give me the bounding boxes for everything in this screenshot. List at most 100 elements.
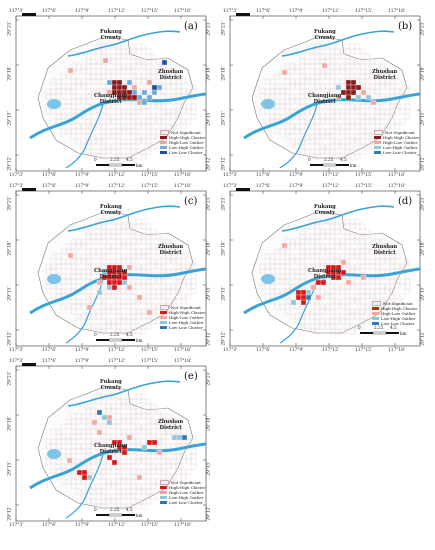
north-arrow-bar: [236, 13, 250, 16]
place-label-line: Fukang: [314, 29, 336, 35]
lat-tick-label: 29°18': [206, 66, 212, 81]
river-north: [281, 30, 395, 57]
low-high-cell: [126, 79, 133, 86]
high-high-cell: [76, 469, 83, 476]
legend-label: High-Low Outlier: [381, 311, 416, 316]
place-label-line: District: [99, 273, 122, 280]
lon-tick-label: 117°12': [322, 348, 339, 353]
lon-tick-label: 117°3': [9, 173, 24, 178]
legend-item: High-High Cluster: [160, 135, 205, 140]
lon-tick-label: 117°18': [174, 348, 191, 353]
lon-tick-label: 117°9': [289, 348, 304, 353]
low-high-cell: [121, 279, 128, 286]
low-low-cell: [305, 294, 312, 301]
legend-item: Not Significant: [160, 479, 205, 486]
lon-tick-label: 117°6': [42, 523, 57, 528]
high-high-cell: [345, 94, 352, 101]
low-high-cell: [171, 434, 178, 441]
lon-tick-label: 117°15': [141, 359, 158, 364]
place-label-line: County: [314, 34, 336, 41]
lon-tick-label: 117°15': [141, 184, 158, 189]
legend-item: Low-High Outlier: [160, 495, 205, 500]
high-high-cell: [315, 279, 322, 286]
scale-tick-label: 0: [94, 157, 97, 162]
legend-label: Low-Low Cluster: [169, 150, 203, 155]
legend-item: Low-Low Cluster: [160, 500, 205, 505]
legend-swatch: [374, 135, 381, 140]
high-low-cell: [102, 57, 109, 64]
high-high-cell: [345, 84, 352, 91]
lon-tick-label: 117°18': [174, 523, 191, 528]
lon-tick-label: 117°3': [9, 359, 24, 364]
lat-tick-label: 29°15': [420, 111, 426, 126]
scale-tick-label: 2.25: [374, 325, 384, 330]
legend-swatch: [160, 495, 167, 500]
low-high-cell: [96, 289, 103, 296]
legend-swatch: [160, 135, 167, 140]
legend-item: High-Low Outlier: [372, 311, 417, 316]
legend-swatch: [160, 500, 167, 505]
low-high-cell: [106, 284, 113, 291]
river-south: [65, 453, 104, 519]
low-high-cell: [101, 414, 108, 421]
legend-label: Low-Low Cluster: [169, 325, 203, 330]
legend-label: High-High Cluster: [383, 135, 420, 140]
place-label-line: Fukang: [100, 204, 122, 210]
lon-tick-label: 117°12': [322, 184, 339, 189]
place-label: Changjiang District: [94, 268, 127, 281]
legend-item: Not Significant: [374, 129, 419, 136]
lat-tick-label: 29°12': [206, 506, 212, 521]
place-label: Changjiang District: [94, 93, 127, 106]
lon-tick-label: 117°9': [75, 173, 90, 178]
lon-tick-label: 117°15': [141, 523, 158, 528]
lon-tick-label: 117°9': [75, 523, 90, 528]
scale-tick-label: 2.25: [110, 507, 120, 512]
lat-tick-label: 29°21': [420, 196, 426, 211]
lon-tick-label: 117°12': [108, 359, 125, 364]
river-south: [279, 103, 318, 169]
lon-tick-label: 117°6': [256, 9, 271, 14]
high-high-cell: [151, 439, 158, 446]
legend: Not Significant High-High Cluster High-Low…: [160, 129, 205, 155]
scale-tick-label: 4.5: [126, 332, 133, 337]
lon-tick-label: 117°15': [141, 9, 158, 14]
legend-swatch: [372, 321, 379, 326]
high-low-cell: [67, 67, 74, 74]
high-low-cell: [126, 264, 133, 271]
lon-tick-label: 117°6': [42, 173, 57, 178]
high-high-cell: [300, 299, 307, 306]
legend-item: High-High Cluster: [372, 306, 417, 311]
legend-item: High-Low Outlier: [160, 315, 205, 320]
high-high-cell: [111, 84, 118, 91]
lon-tick-label: 117°18': [388, 9, 405, 14]
scale-bar: [96, 338, 135, 342]
high-low-cell: [126, 434, 133, 441]
place-label: Changjiang District: [308, 93, 341, 106]
scale-unit: km: [136, 163, 143, 168]
legend: Not Significant High-High Cluster High-Low…: [160, 304, 205, 330]
lon-tick-label: 117°15': [141, 348, 158, 353]
scale-tick-label: 2.25: [110, 157, 120, 162]
place-label-line: Fukang: [100, 379, 122, 385]
lat-tick-label: 29°21': [206, 196, 212, 211]
map-canvas: [229, 190, 421, 347]
map-canvas: [15, 15, 207, 172]
legend-swatch: [160, 129, 169, 136]
high-low-cell: [136, 294, 143, 301]
lat-tick-label: 29°21': [206, 21, 212, 36]
high-low-cell: [67, 252, 74, 259]
low-high-cell: [305, 289, 312, 296]
lat-tick-label: 29°15': [221, 286, 227, 301]
low-high-cell: [146, 94, 153, 101]
river-north: [67, 380, 181, 407]
place-label: Fukang County: [100, 204, 122, 217]
map-panel-a: (a) Fukang County Zhushan District Changjiang…: [8, 8, 216, 181]
lat-tick-label: 29°21': [7, 371, 13, 386]
lat-tick-label: 29°21': [7, 21, 13, 36]
grid-cells: [45, 218, 197, 335]
legend: Not Significant High-High Cluster High-Low…: [374, 129, 420, 155]
lat-tick-label: 29°12': [221, 331, 227, 346]
lat-tick-label: 29°15': [7, 461, 13, 476]
lat-tick-label: 29°18': [7, 66, 13, 81]
low-high-cell: [335, 84, 342, 91]
